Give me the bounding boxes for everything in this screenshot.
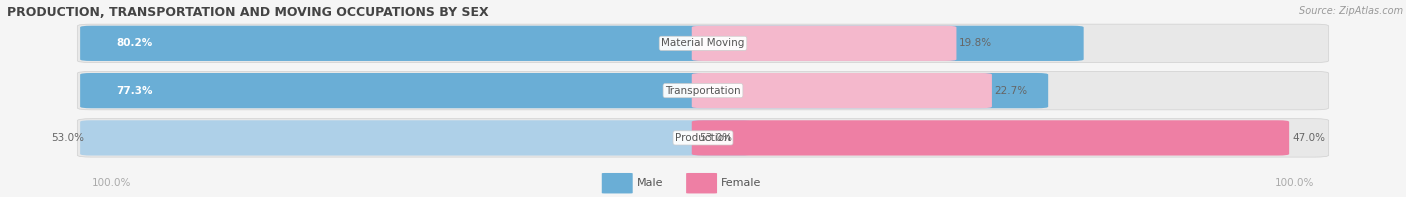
Text: Production: Production [675,133,731,143]
FancyBboxPatch shape [80,26,1084,61]
FancyBboxPatch shape [692,73,991,108]
FancyBboxPatch shape [686,173,717,193]
Text: 100.0%: 100.0% [1275,178,1315,188]
FancyBboxPatch shape [602,173,633,193]
FancyBboxPatch shape [77,72,1329,110]
FancyBboxPatch shape [80,73,1049,108]
Text: 77.3%: 77.3% [117,86,153,96]
FancyBboxPatch shape [77,24,1329,63]
Text: 19.8%: 19.8% [959,38,993,48]
Text: Material Moving: Material Moving [661,38,745,48]
Text: 22.7%: 22.7% [994,86,1028,96]
Text: Source: ZipAtlas.com: Source: ZipAtlas.com [1299,6,1403,16]
Text: Transportation: Transportation [665,86,741,96]
Text: 100.0%: 100.0% [91,178,131,188]
Text: 80.2%: 80.2% [117,38,153,48]
Text: 53.0%: 53.0% [52,133,84,143]
Text: 47.0%: 47.0% [1292,133,1324,143]
Text: Female: Female [721,178,762,188]
FancyBboxPatch shape [692,120,1289,156]
Text: PRODUCTION, TRANSPORTATION AND MOVING OCCUPATIONS BY SEX: PRODUCTION, TRANSPORTATION AND MOVING OC… [7,6,489,19]
Text: Male: Male [637,178,664,188]
FancyBboxPatch shape [77,119,1329,157]
Text: 53.0%: 53.0% [700,133,733,143]
FancyBboxPatch shape [80,120,751,156]
FancyBboxPatch shape [692,26,956,61]
